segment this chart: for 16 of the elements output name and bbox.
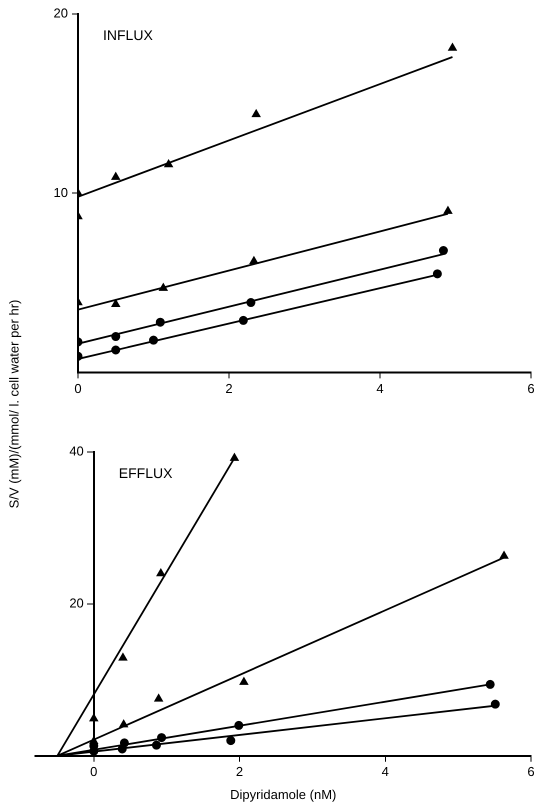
- y-tick-label: 20: [69, 595, 84, 610]
- y-tick-label: 20: [54, 6, 68, 21]
- x-tick-label: 0: [74, 380, 82, 396]
- x-tick-label: 6: [527, 380, 535, 396]
- x-tick-label: 2: [236, 764, 244, 780]
- x-axis-title: Dipyridamole (nM): [230, 786, 336, 802]
- x-tick-label: 6: [527, 764, 535, 780]
- annotation: INFLUX: [103, 26, 154, 43]
- annotation: EFFLUX: [118, 464, 174, 481]
- y-tick-label: 10: [54, 184, 68, 200]
- x-tick-label: 4: [382, 764, 389, 780]
- x-tick-label: 4: [376, 380, 384, 396]
- x-tick-label: 2: [225, 380, 233, 396]
- y-axis-title: S/V (mM)/(mmol/ l. cell water per hr): [6, 300, 22, 508]
- x-tick-label: 0: [90, 764, 98, 780]
- y-tick-label: 40: [69, 444, 84, 459]
